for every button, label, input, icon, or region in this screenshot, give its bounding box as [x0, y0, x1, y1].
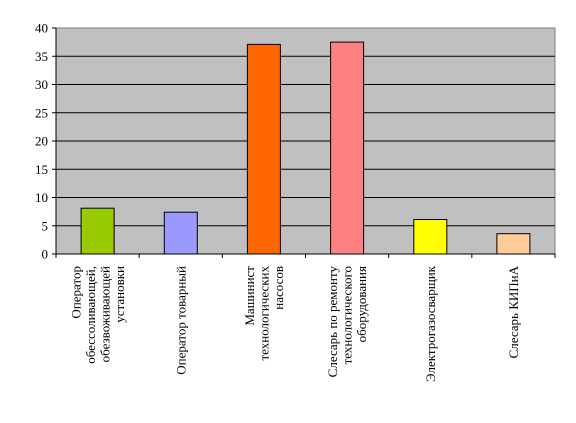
x-tick-label-line: технологического: [340, 266, 355, 364]
x-tick-label-line: Машинист: [242, 266, 257, 326]
x-tick-label-line: Оператор: [68, 266, 83, 319]
bars: [80, 41, 531, 255]
bar-4: [330, 41, 365, 255]
y-tick-label: 35: [35, 49, 48, 64]
bar-6: [496, 233, 531, 255]
x-tick-label-line: обезвоживающей: [97, 266, 112, 362]
y-tick-label: 25: [35, 105, 48, 120]
x-tick-label-line: технологических: [256, 266, 271, 361]
x-tick-label: Машинист технологических насосов: [242, 266, 286, 361]
x-tick-label-line: Слесарь КИПиА: [506, 265, 521, 358]
x-tick-label-line: оборудования: [354, 266, 369, 342]
bar-5: [413, 219, 448, 255]
y-tick-label: 40: [35, 21, 48, 36]
y-tick-label: 5: [42, 218, 49, 233]
x-tick-labels: Оператор обессоливающей, обезвоживающей уст…: [68, 265, 521, 382]
x-tick-label-line: обессоливающей,: [83, 266, 98, 364]
x-tick-label: Оператор товарный: [173, 266, 188, 375]
x-tick-label-line: Слесарь по ремонту: [325, 266, 340, 378]
bar-2: [163, 211, 198, 255]
x-tick-label: Оператор обессоливающей, обезвоживающей уст…: [68, 266, 127, 364]
x-tick-label: Электрогазосварщик: [423, 265, 438, 382]
y-tick-label: 0: [42, 247, 49, 262]
y-tick-labels: 0 5 10 15 20 25 30 35 40: [35, 21, 48, 262]
y-tick-label: 15: [35, 162, 48, 177]
x-tick-label-line: Оператор товарный: [173, 266, 188, 375]
x-tick-label-line: установки: [112, 266, 127, 323]
x-tick-label: Слесарь КИПиА: [506, 265, 521, 358]
x-tick-label-line: насосов: [271, 266, 286, 310]
y-tick-label: 30: [35, 77, 48, 92]
bar-3: [246, 43, 281, 255]
x-tick-label: Слесарь по ремонту технологического оборуд…: [325, 266, 369, 378]
y-tick-label: 20: [35, 134, 48, 149]
y-tick-label: 10: [35, 190, 48, 205]
bar-1: [80, 207, 115, 255]
gridlines: [52, 27, 555, 255]
axes: [55, 28, 556, 258]
x-tick-label-line: Электрогазосварщик: [423, 265, 438, 382]
